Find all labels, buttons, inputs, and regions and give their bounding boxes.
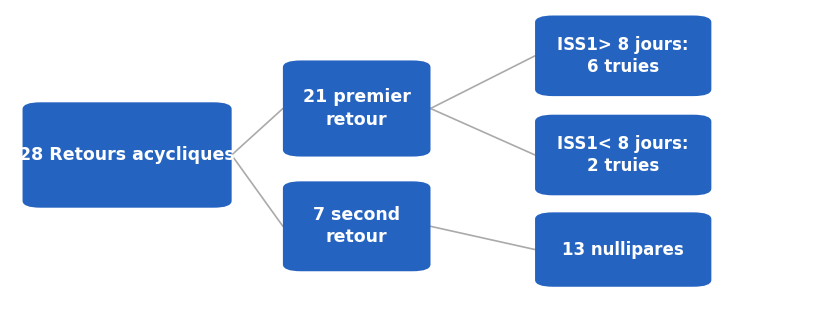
FancyBboxPatch shape [22,102,231,208]
FancyBboxPatch shape [535,16,710,96]
Text: ISS1< 8 jours:
2 truies: ISS1< 8 jours: 2 truies [557,135,688,175]
Text: 21 premier
retour: 21 premier retour [302,88,410,129]
FancyBboxPatch shape [535,212,710,287]
FancyBboxPatch shape [283,181,430,271]
FancyBboxPatch shape [283,60,430,157]
Text: 7 second
retour: 7 second retour [313,206,400,246]
Text: 13 nullipares: 13 nullipares [562,241,683,259]
Text: ISS1> 8 jours:
6 truies: ISS1> 8 jours: 6 truies [557,36,688,76]
FancyBboxPatch shape [535,115,710,195]
Text: 28 Retours acycliques: 28 Retours acycliques [19,146,235,164]
